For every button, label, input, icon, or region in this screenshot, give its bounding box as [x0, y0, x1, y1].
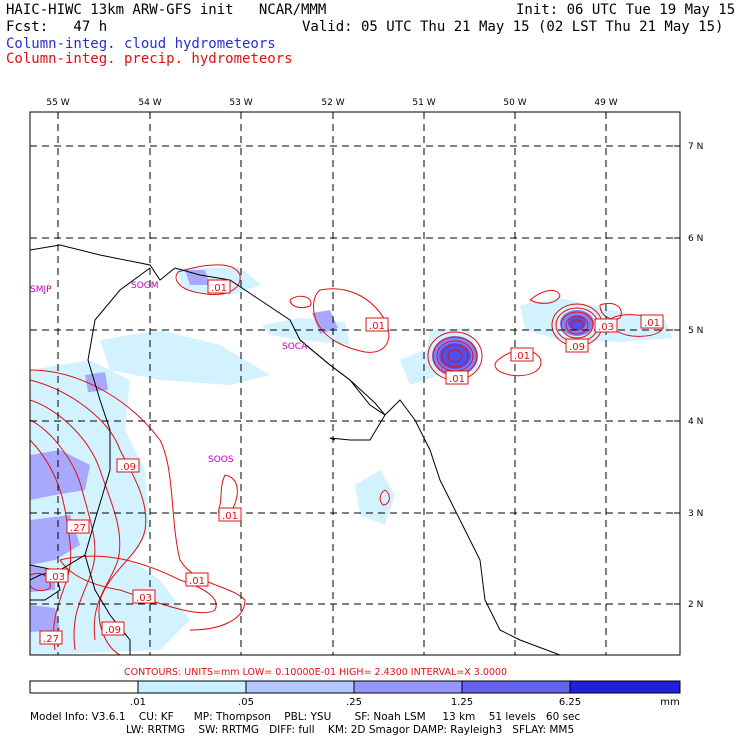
- contour-label: .27: [43, 634, 59, 645]
- svg-text:4 N: 4 N: [688, 417, 703, 427]
- station-soca: SOCA: [282, 342, 308, 352]
- contour-label: .01: [222, 511, 238, 522]
- contour-label: .01: [189, 576, 205, 587]
- footer-line1: Model Info: V3.6.1 CU: KF MP: Thompson P…: [30, 711, 581, 723]
- station-sogm: SOGM: [131, 281, 159, 291]
- svg-text:3 N: 3 N: [688, 509, 703, 519]
- contour-label: .03: [136, 593, 152, 604]
- legend-cloud: Column-integ. cloud hydrometeors: [6, 36, 276, 52]
- contour-label: .01: [211, 283, 227, 294]
- svg-text:.25: .25: [346, 697, 362, 708]
- contour-label: .01: [644, 318, 660, 329]
- header-title: HAIC-HIWC 13km ARW-GFS init NCAR/MMM: [6, 2, 327, 18]
- svg-text:51 W: 51 W: [412, 98, 435, 108]
- contour-label: .01: [369, 321, 385, 332]
- contour-label: .03: [49, 572, 65, 583]
- contour-label: .01: [449, 374, 465, 385]
- contour-label: .09: [120, 462, 136, 473]
- station-labels: SMJP SOGM SOCA SOOS: [30, 281, 308, 465]
- contour-label-texts: .01 .01 .01 .01 .03 .01 .09 .09 .01 .27 …: [43, 283, 660, 645]
- colorbar-ticks: .01 .05 .25 1.25 6.25 mm: [130, 697, 680, 708]
- svg-text:49 W: 49 W: [594, 98, 617, 108]
- svg-text:53 W: 53 W: [229, 98, 252, 108]
- svg-text:6.25: 6.25: [559, 697, 581, 708]
- svg-text:52 W: 52 W: [321, 98, 344, 108]
- header-init: Init: 06 UTC Tue 19 May 15: [516, 2, 736, 18]
- svg-text:54 W: 54 W: [138, 98, 161, 108]
- cloud-strong: [432, 310, 594, 376]
- contour-label: .09: [569, 342, 585, 353]
- precip-contours: [30, 264, 664, 655]
- contour-label: .09: [105, 625, 121, 636]
- svg-text:55 W: 55 W: [46, 98, 69, 108]
- header-fcst: Fcst: 47 h: [6, 19, 108, 35]
- svg-text:50 W: 50 W: [503, 98, 526, 108]
- contour-label-boxes: [39, 279, 664, 645]
- station-smjp: SMJP: [30, 285, 52, 295]
- svg-text:.01: .01: [130, 697, 146, 708]
- contour-label: .01: [514, 351, 530, 362]
- footer-line2: LW: RRTMG SW: RRTMG DIFF: full KM: 2D Sm…: [126, 724, 575, 736]
- contour-info: CONTOURS: UNITS=mm LOW= 0.10000E-01 HIGH…: [124, 667, 507, 678]
- svg-text:.05: .05: [238, 697, 254, 708]
- station-soos: SOOS: [208, 455, 234, 465]
- contour-label: .27: [70, 523, 86, 534]
- svg-text:2 N: 2 N: [688, 600, 703, 610]
- legend-precip: Column-integ. precip. hydrometeors: [6, 51, 293, 67]
- svg-text:7 N: 7 N: [688, 142, 703, 152]
- colorbar: [29, 680, 681, 694]
- colorbar-unit: mm: [660, 697, 679, 708]
- lat-labels: 7 N 6 N 5 N 4 N 3 N 2 N: [688, 142, 703, 610]
- header-valid: Valid: 05 UTC Thu 21 May 15 (02 LST Thu …: [302, 19, 724, 35]
- svg-text:1.25: 1.25: [451, 697, 473, 708]
- graticule: [30, 112, 680, 655]
- contour-label: .03: [598, 322, 614, 333]
- map-frame: [29, 111, 681, 656]
- lon-labels: 55 W 54 W 53 W 52 W 51 W 50 W 49 W: [46, 98, 617, 108]
- svg-text:5 N: 5 N: [688, 326, 703, 336]
- svg-text:6 N: 6 N: [688, 234, 703, 244]
